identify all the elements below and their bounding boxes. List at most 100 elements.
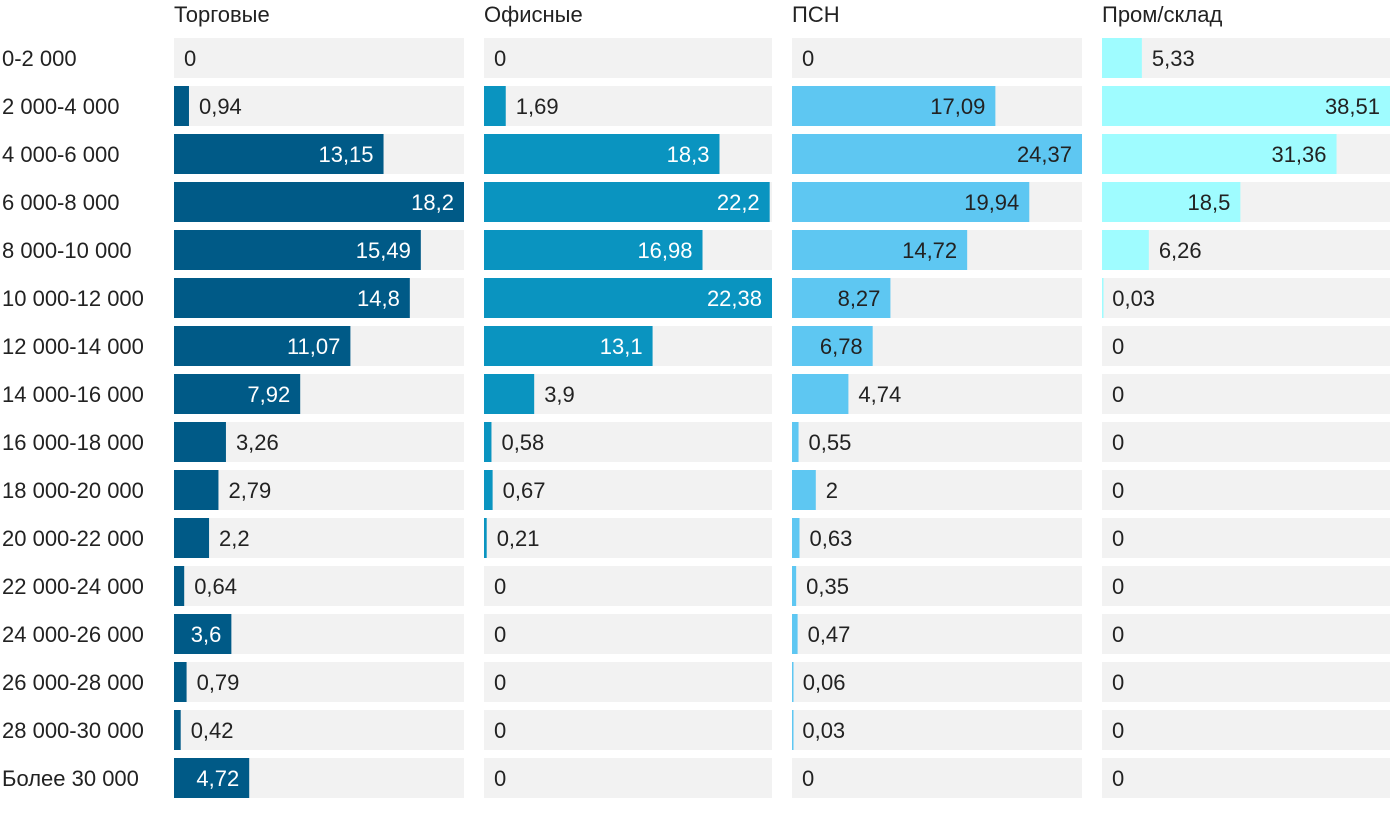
value-label: 13,15 — [318, 142, 373, 167]
value-label: 14,72 — [902, 238, 957, 263]
bar — [174, 662, 187, 702]
bar — [174, 326, 351, 366]
category-label: 4 000-6 000 — [2, 142, 119, 167]
value-label: 0 — [1112, 718, 1124, 743]
value-label: 4,74 — [858, 382, 901, 407]
bar — [792, 470, 816, 510]
category-label: 8 000-10 000 — [2, 238, 132, 263]
bar-track — [484, 710, 772, 750]
bar — [174, 518, 210, 558]
bar-track — [174, 470, 464, 510]
value-label: 13,1 — [600, 334, 643, 359]
bar-track — [792, 518, 1082, 558]
value-label: 0 — [1112, 574, 1124, 599]
bar — [174, 182, 464, 222]
value-label: 0,64 — [194, 574, 237, 599]
bar — [484, 374, 535, 414]
value-label: 15,49 — [356, 238, 411, 263]
value-label: 0 — [1112, 430, 1124, 455]
value-label: 24,37 — [1017, 142, 1072, 167]
value-label: 0,03 — [1112, 286, 1155, 311]
bar-track — [792, 422, 1082, 462]
bar — [792, 182, 1030, 222]
value-label: 6,78 — [820, 334, 863, 359]
value-label: 0 — [1112, 622, 1124, 647]
bar-track — [792, 38, 1082, 78]
value-label: 2,79 — [228, 478, 271, 503]
bar — [484, 518, 487, 558]
bar — [174, 566, 185, 606]
bar — [484, 230, 703, 270]
category-label: 2 000-4 000 — [2, 94, 119, 119]
value-label: 0 — [1112, 670, 1124, 695]
bar-track — [174, 710, 464, 750]
bar-track — [174, 566, 464, 606]
value-label: 0,94 — [199, 94, 242, 119]
bar-track — [174, 86, 464, 126]
bar — [792, 566, 797, 606]
bar-track — [1102, 374, 1390, 414]
bar — [1102, 86, 1390, 126]
value-label: 0 — [802, 46, 814, 71]
bar — [792, 614, 798, 654]
value-label: 2 — [826, 478, 838, 503]
value-label: 0 — [494, 766, 506, 791]
value-label: 0 — [802, 766, 814, 791]
category-label: 16 000-18 000 — [2, 430, 144, 455]
category-label: 14 000-16 000 — [2, 382, 144, 407]
category-label: 20 000-22 000 — [2, 526, 144, 551]
bar-track — [484, 662, 772, 702]
bar — [174, 422, 226, 462]
bar — [484, 182, 770, 222]
bar — [792, 518, 800, 558]
category-label: 26 000-28 000 — [2, 670, 144, 695]
value-label: 16,98 — [637, 238, 692, 263]
value-label: 8,27 — [838, 286, 881, 311]
bar — [174, 470, 219, 510]
value-label: 1,69 — [516, 94, 559, 119]
value-label: 18,3 — [667, 142, 710, 167]
bar-track — [792, 470, 1082, 510]
value-label: 17,09 — [930, 94, 985, 119]
bar — [792, 422, 799, 462]
value-label: 0 — [494, 574, 506, 599]
bar-track — [484, 422, 772, 462]
bar-track — [792, 566, 1082, 606]
category-label: 24 000-26 000 — [2, 622, 144, 647]
value-label: 18,2 — [411, 190, 454, 215]
value-label: 6,26 — [1159, 238, 1202, 263]
bar — [174, 710, 181, 750]
bar — [484, 134, 720, 174]
bar — [792, 662, 794, 702]
value-label: 0,06 — [803, 670, 846, 695]
bar-track — [1102, 38, 1390, 78]
value-label: 3,9 — [544, 382, 575, 407]
bar-track — [1102, 518, 1390, 558]
bar — [484, 86, 506, 126]
bar — [1102, 38, 1142, 78]
bar-track — [484, 86, 772, 126]
bar-track — [792, 710, 1082, 750]
value-label: 0 — [494, 622, 506, 647]
bar-track — [1102, 758, 1390, 798]
bar-track — [792, 662, 1082, 702]
bar — [792, 86, 996, 126]
value-label: 0,67 — [503, 478, 546, 503]
bar-track — [1102, 470, 1390, 510]
bar-track — [174, 38, 464, 78]
bar-track — [484, 614, 772, 654]
value-label: 0,63 — [809, 526, 852, 551]
bar-track — [792, 758, 1082, 798]
bar — [792, 326, 873, 366]
value-label: 22,38 — [707, 286, 762, 311]
bar — [174, 230, 421, 270]
bar — [174, 86, 189, 126]
bar — [1102, 230, 1149, 270]
category-label: Более 30 000 — [2, 766, 139, 791]
bar — [174, 374, 301, 414]
bar-track — [484, 518, 772, 558]
bar — [792, 134, 1082, 174]
value-label: 0,79 — [197, 670, 240, 695]
value-label: 0,21 — [497, 526, 540, 551]
bar-track — [174, 662, 464, 702]
